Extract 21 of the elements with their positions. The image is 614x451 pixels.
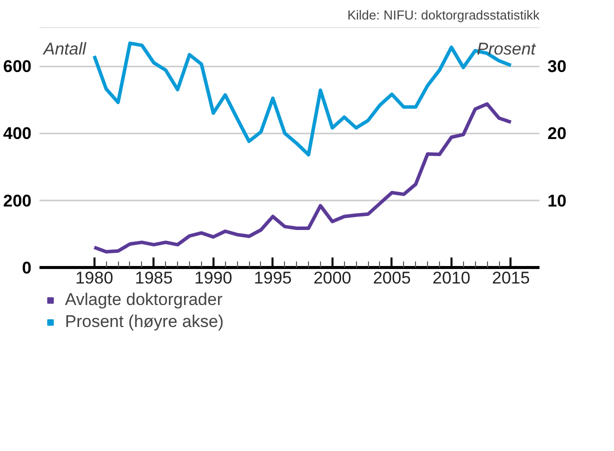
y2-tick-label: 30	[548, 57, 566, 76]
x-tick-label: 1990	[194, 268, 232, 288]
y2-tick-label: 10	[548, 191, 566, 210]
x-tick-label: 1980	[75, 268, 114, 288]
y-tick-label: 200	[3, 191, 32, 210]
legend-label: Avlagte doktorgrader	[65, 290, 223, 310]
x-tick-label: 2005	[372, 268, 411, 288]
y-tick-label: 0	[22, 258, 32, 278]
x-tick-label: 2015	[492, 268, 530, 288]
x-tick-label: 1995	[254, 268, 292, 288]
text: Kilde: NIFU: doktorgradsstatistikk	[347, 8, 540, 22]
line-series	[92, 102, 513, 254]
y-tick-label: 600	[3, 57, 32, 76]
x-tick-label: 2010	[432, 268, 470, 288]
y-tick-label: 400	[3, 124, 32, 144]
x-tick-label: 1985	[134, 268, 173, 288]
y2-tick-label: 20	[548, 124, 566, 144]
y2-axis-title: Prosent	[476, 40, 537, 58]
x-tick-label: 2000	[313, 268, 352, 288]
y-axis-title: Antall	[42, 40, 88, 58]
legend-label: Prosent (høyre akse)	[65, 312, 224, 332]
